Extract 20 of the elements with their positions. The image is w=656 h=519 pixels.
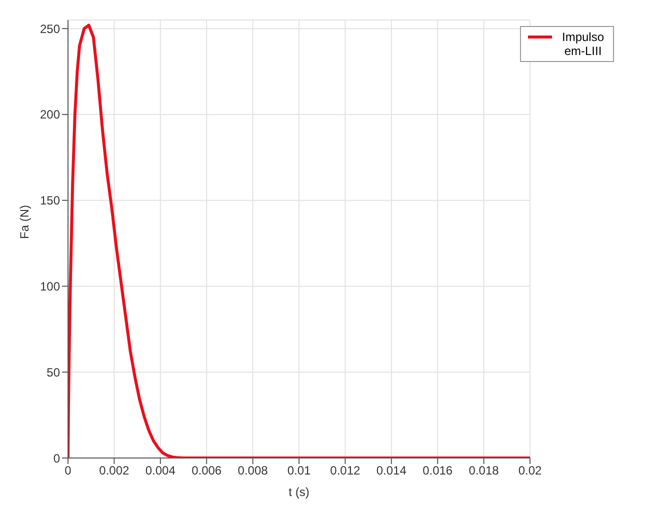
x-tick-label: 0.014 xyxy=(376,464,407,478)
x-tick-label: 0.008 xyxy=(238,464,268,478)
x-tick-label: 0.006 xyxy=(192,464,222,478)
y-tick-label: 0 xyxy=(53,451,60,466)
x-tick-label: 0.002 xyxy=(99,464,130,478)
y-axis-title: Fa (N) xyxy=(17,205,32,239)
x-tick-label: 0 xyxy=(64,464,72,478)
x-tick-label: 0.01 xyxy=(287,464,311,478)
y-tick-label: 250 xyxy=(40,22,60,36)
y-tick-label: 100 xyxy=(40,279,60,294)
x-tick-label: 0.004 xyxy=(145,464,176,478)
y-tick-label: 150 xyxy=(40,194,60,208)
y-tick-label: 50 xyxy=(46,365,60,380)
y-tick-label: 200 xyxy=(40,108,60,122)
x-tick-label: 0.016 xyxy=(422,464,453,478)
x-tick-label: 0.018 xyxy=(468,464,500,478)
x-tick-label: 0.02 xyxy=(518,464,542,478)
legend-label: Impulso em-LIII xyxy=(560,30,606,58)
x-tick-label: 0.012 xyxy=(330,464,361,478)
x-axis-title: t (s) xyxy=(288,485,310,499)
